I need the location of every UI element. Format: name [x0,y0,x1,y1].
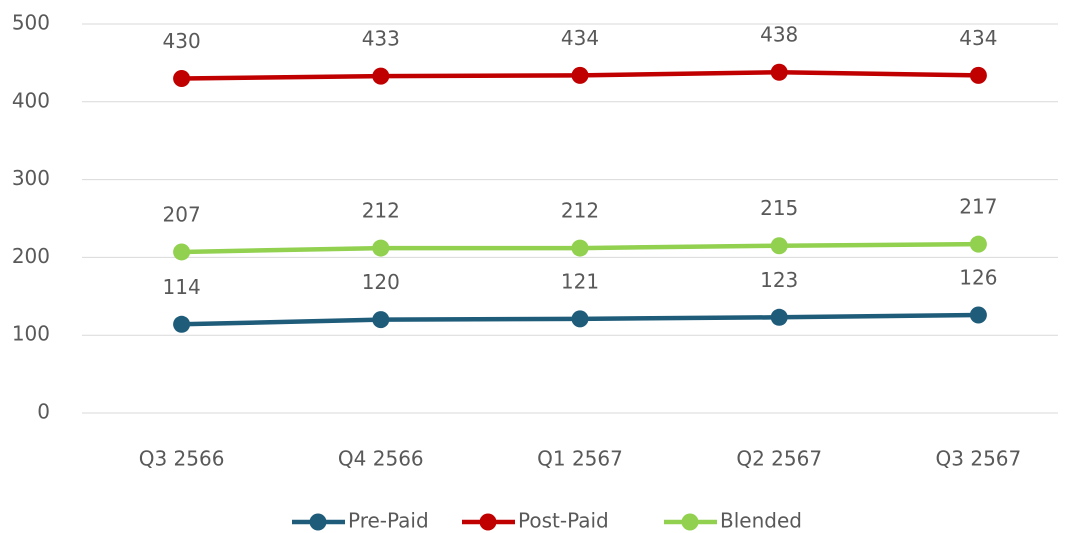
y-tick-label: 400 [12,88,50,112]
data-label: 123 [760,268,798,292]
legend-marker [479,513,497,531]
data-point [372,239,390,257]
data-point [770,308,788,326]
legend-label: Blended [720,509,802,533]
data-label: 114 [163,275,201,299]
y-tick-label: 0 [37,400,50,424]
x-tick-label: Q2 2567 [736,447,822,471]
data-label: 215 [760,196,798,220]
data-label: 217 [959,195,997,219]
data-label: 120 [362,270,400,294]
y-tick-label: 300 [12,166,50,190]
data-point [372,311,390,329]
data-point [969,235,987,253]
data-point [571,66,589,84]
legend-marker [681,513,699,531]
x-tick-label: Q3 2567 [936,447,1022,471]
x-tick-label: Q1 2567 [537,447,623,471]
data-point [571,239,589,257]
data-label: 438 [760,23,798,47]
data-point [770,237,788,255]
legend-marker [309,513,327,531]
data-label: 434 [561,26,599,50]
data-label: 126 [959,265,997,289]
data-point [173,243,191,261]
y-tick-label: 200 [12,244,50,268]
legend-label: Post-Paid [518,509,609,533]
data-label: 212 [561,199,599,223]
x-tick-label: Q4 2566 [338,447,424,471]
data-label: 207 [163,202,201,226]
data-point [969,306,987,324]
data-point [372,67,390,85]
data-label: 121 [561,269,599,293]
data-label: 430 [163,29,201,53]
x-tick-label: Q3 2566 [139,447,225,471]
y-tick-label: 500 [12,11,50,35]
data-point [173,69,191,87]
legend-label: Pre-Paid [348,509,429,533]
data-label: 433 [362,27,400,51]
data-point [173,315,191,333]
y-tick-label: 100 [12,322,50,346]
data-point [571,310,589,328]
data-point [770,63,788,81]
data-point [969,66,987,84]
data-label: 434 [959,26,997,50]
data-label: 212 [362,199,400,223]
